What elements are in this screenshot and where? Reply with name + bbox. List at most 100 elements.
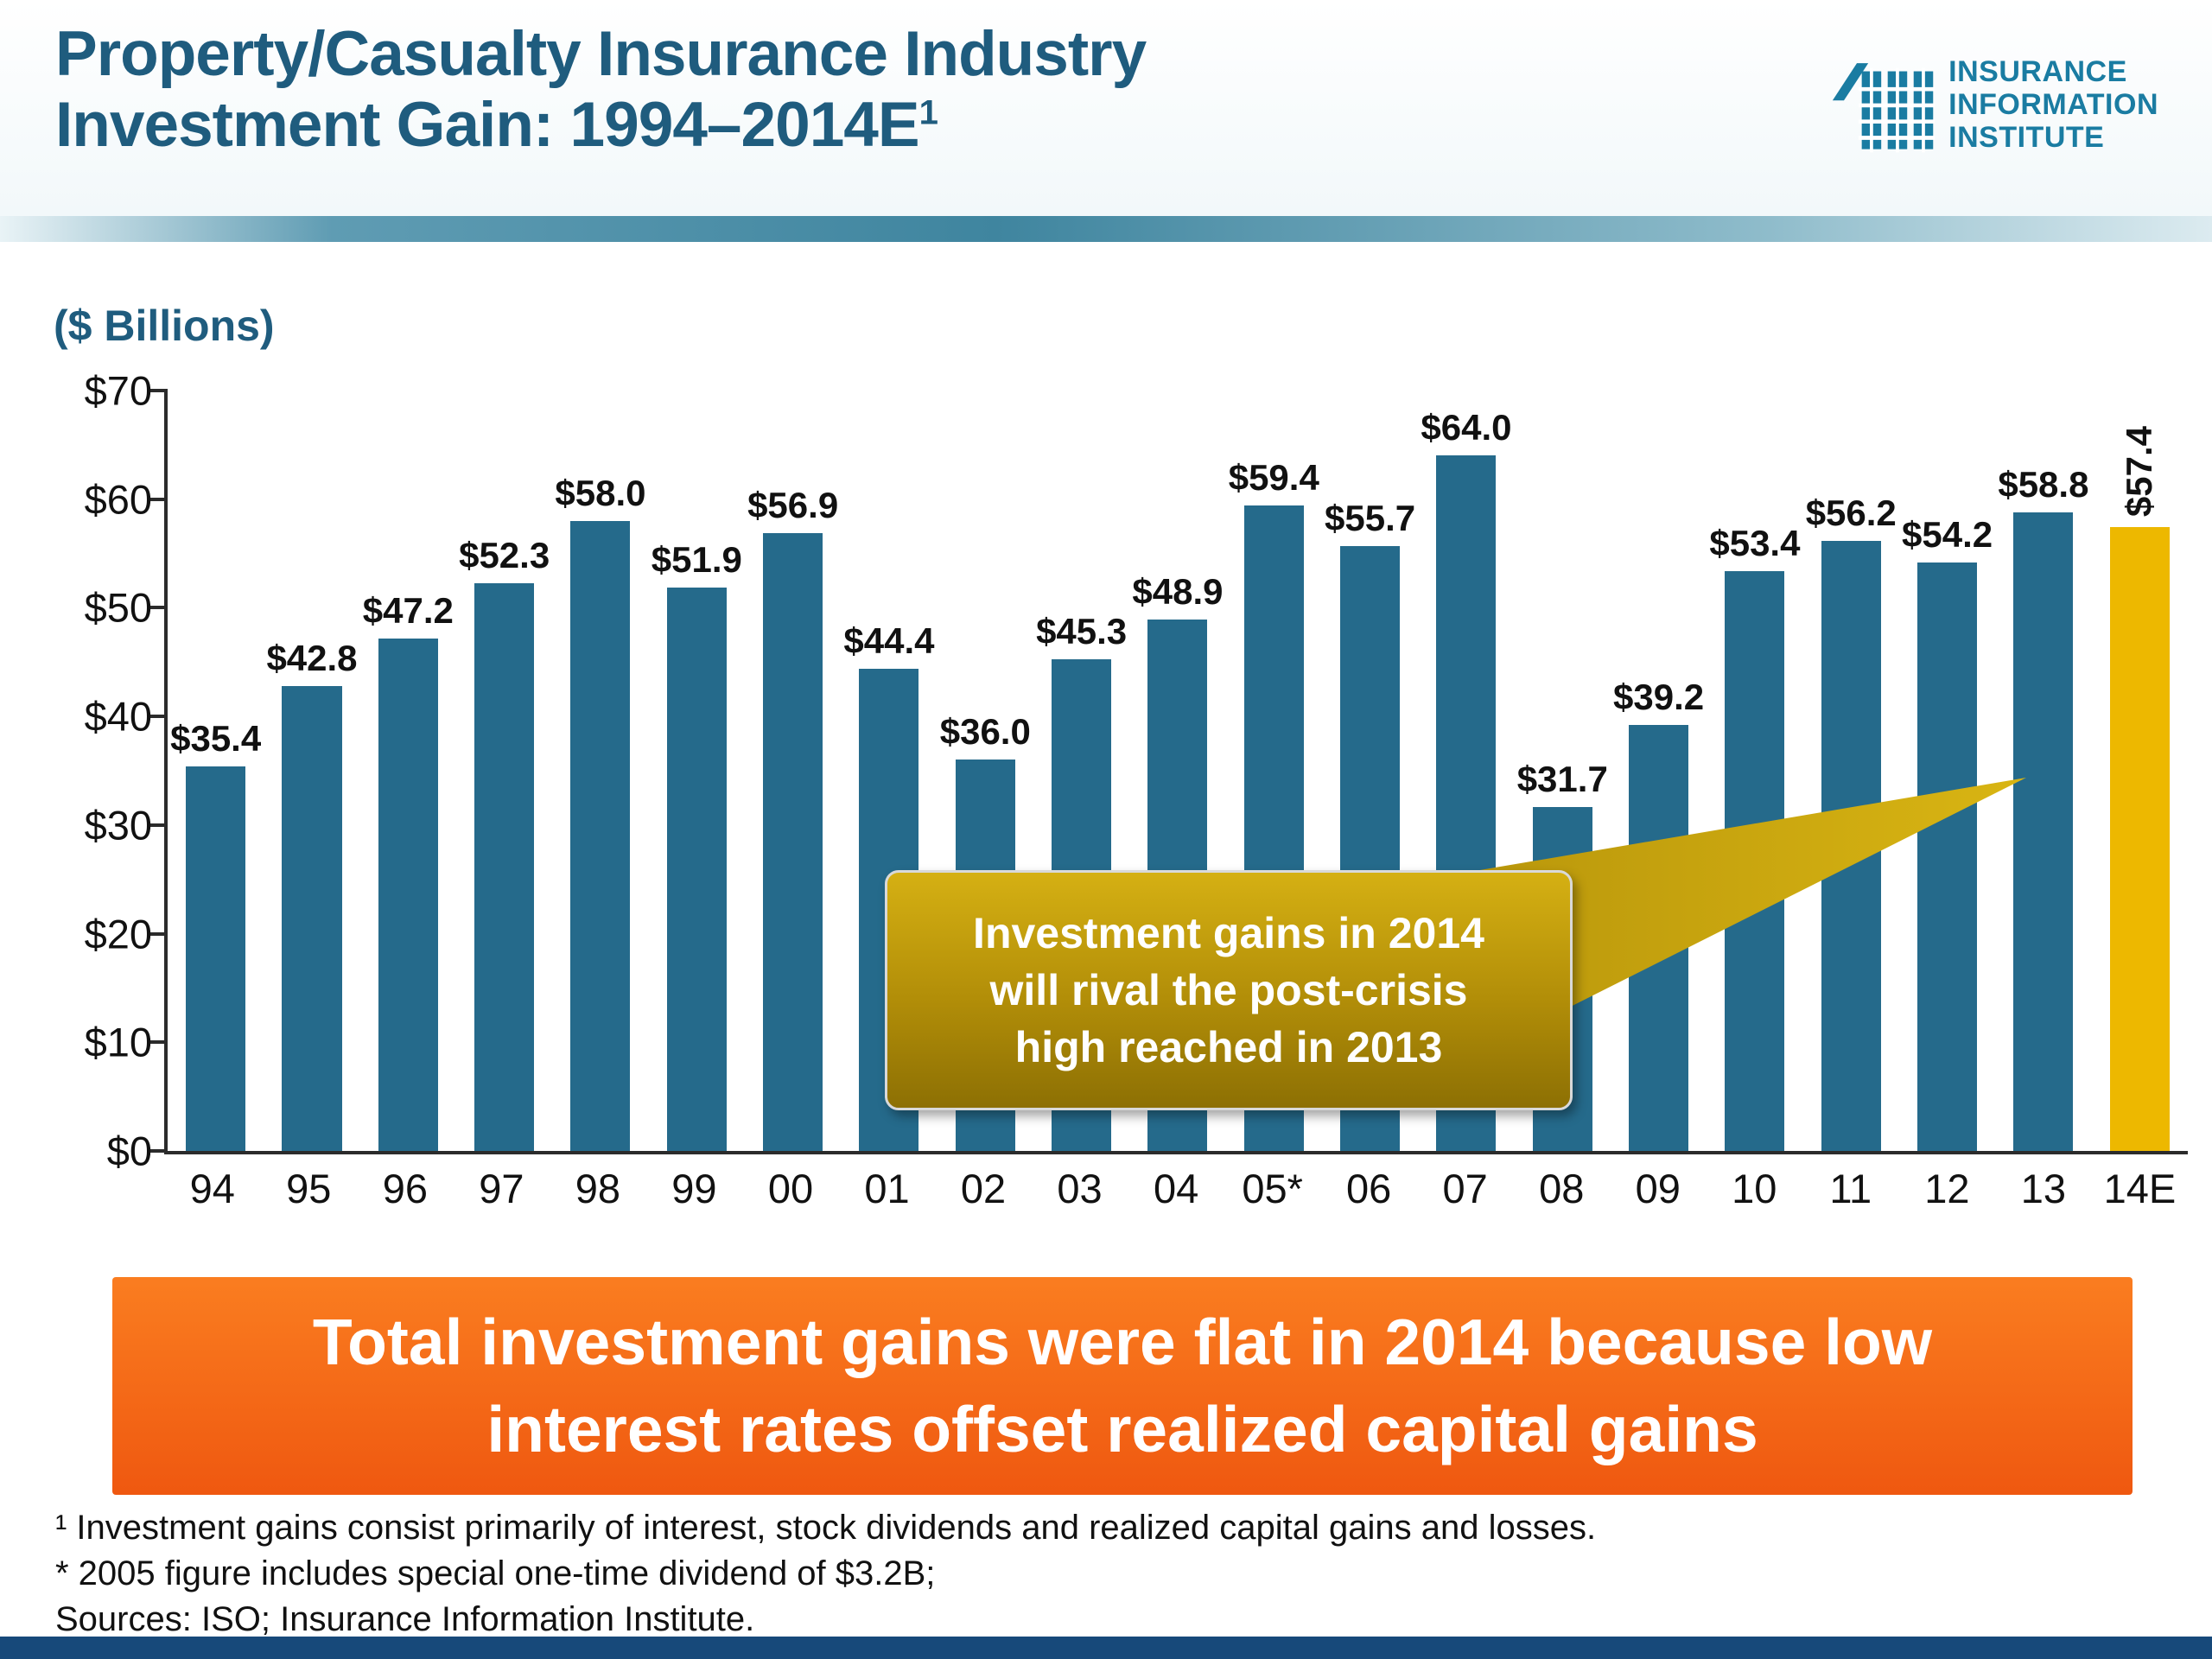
bar-cell: $52.3 [456, 391, 552, 1151]
x-axis-label: 10 [1732, 1166, 1777, 1211]
bar-value-label: $59.4 [1228, 457, 1319, 499]
y-tick [150, 497, 168, 501]
x-axis-label: 14E [2103, 1166, 2177, 1211]
bar [570, 520, 631, 1151]
y-axis-label: $60 [84, 476, 152, 523]
y-axis-label: $50 [84, 584, 152, 631]
bar-value-label: $64.0 [1421, 407, 1512, 448]
header-gradient-band [0, 216, 2212, 242]
bar-value-label: $56.2 [1805, 492, 1897, 533]
x-axis-label: 04 [1153, 1166, 1199, 1211]
x-axis-labels: 94 95 96 97 98 99 00 01 02 03 04 05* 06 07 08 09 10 11 12 1… [164, 1151, 2188, 1212]
banner-line-2: interest rates offset realized capital g… [486, 1393, 1758, 1465]
bar-value-label: $39.2 [1613, 677, 1705, 718]
bar-value-label: $55.7 [1325, 497, 1416, 538]
bar-value-label: $44.4 [843, 620, 935, 661]
bar [186, 766, 246, 1151]
y-axis: $0 $10 $20 $30 $40 $50 $60 $70 [50, 368, 164, 1174]
bar-value-label: $57.4 [2119, 426, 2160, 518]
bar-cell: $54.2 [1899, 391, 1995, 1151]
page-title: Property/Casualty Insurance Industry Inv… [55, 19, 1147, 161]
footnotes: ¹ Investment gains consist primarily of … [55, 1505, 1596, 1642]
logo-text: INSURANCE INFORMATION INSTITUTE [1948, 55, 2158, 154]
bar-cell: $58.0 [552, 391, 648, 1151]
bar [474, 582, 535, 1151]
x-axis-label: 02 [960, 1166, 1007, 1211]
x-axis-label: 97 [479, 1166, 524, 1211]
header: Property/Casualty Insurance Industry Inv… [0, 0, 2212, 216]
x-axis-label: 98 [575, 1166, 621, 1211]
bar-cell: $56.2 [1803, 391, 1899, 1151]
bar [1821, 540, 1881, 1151]
bar-cell: $47.2 [360, 391, 456, 1151]
bar [763, 532, 823, 1151]
bar-value-label: $58.0 [555, 472, 646, 513]
bar-value-label: $53.4 [1709, 522, 1801, 563]
x-axis-label: 94 [189, 1166, 235, 1211]
summary-banner: Total investment gains were flat in 2014… [112, 1277, 2133, 1495]
x-axis-label: 13 [2020, 1166, 2066, 1211]
y-axis-label: $40 [84, 693, 152, 740]
y-tick [150, 1149, 168, 1153]
plot-area: $35.4 $42.8 $47.2 $52.3 $58.0 $51.9 $56.9 $44.4… [150, 389, 2188, 1154]
iii-logo-icon [1833, 63, 1936, 153]
bar-value-label: $45.3 [1036, 610, 1128, 652]
y-axis-label: $30 [84, 802, 152, 849]
bar-cell: $56.9 [745, 391, 841, 1151]
bar-value-label: $54.2 [1902, 513, 1993, 555]
title-line-2: Investment Gain: 1994–2014E1 [55, 89, 938, 160]
footnote-1: ¹ Investment gains consist primarily of … [55, 1509, 1597, 1547]
axis-units-label: ($ Billions) [54, 302, 275, 350]
bar [666, 587, 727, 1151]
bar [1917, 562, 1978, 1151]
bar-value-label: $42.8 [266, 637, 358, 678]
bar-value-label: $58.8 [1998, 463, 2089, 505]
x-axis-label: 09 [1635, 1166, 1681, 1211]
y-tick [150, 389, 168, 392]
bar [1629, 725, 1689, 1151]
bar-cell: $57.4 [2092, 391, 2188, 1151]
x-axis-label: 96 [382, 1166, 428, 1211]
x-axis-label: 08 [1539, 1166, 1585, 1211]
y-axis-label: $20 [84, 911, 152, 957]
logo-text-line-2: INFORMATION [1948, 87, 2158, 121]
logo-text-line-3: INSTITUTE [1948, 121, 2105, 155]
y-tick [150, 931, 168, 936]
bar [1725, 570, 1785, 1151]
footnote-3: Sources: ISO; Insurance Information Inst… [55, 1599, 755, 1638]
x-axis-label: 95 [286, 1166, 332, 1211]
y-axis-label: $0 [106, 1128, 152, 1174]
callout-line-1: Investment gains in 2014 [973, 909, 1484, 957]
bar-value-label: $36.0 [939, 711, 1031, 753]
x-axis-label: 05* [1242, 1166, 1303, 1211]
title-footnote-marker: 1 [918, 92, 938, 132]
x-axis-label: 99 [671, 1166, 717, 1211]
bar-cell: $58.8 [1995, 391, 2091, 1151]
y-axis-label: $10 [84, 1019, 152, 1065]
bar-value-label: $48.9 [1132, 571, 1224, 613]
callout-line-3: high reached in 2013 [1014, 1023, 1443, 1071]
bar-cell: $42.8 [264, 391, 359, 1151]
y-tick [150, 715, 168, 719]
bar-chart: $0 $10 $20 $30 $40 $50 $60 $70 $35.4 $42.8 $47.2 $… [50, 368, 2188, 1212]
bar-value-label: $52.3 [459, 534, 550, 575]
callout-line-2: will rival the post-crisis [989, 966, 1468, 1014]
y-tick [150, 1040, 168, 1045]
y-tick [150, 606, 168, 610]
x-axis-label: 12 [1924, 1166, 1970, 1211]
bar-value-label: $47.2 [362, 589, 454, 631]
x-axis-label: 06 [1346, 1166, 1392, 1211]
x-axis-label: 00 [767, 1166, 814, 1211]
bar-value-label: $56.9 [747, 484, 839, 525]
bar [378, 638, 438, 1151]
x-axis-label: 01 [864, 1166, 910, 1211]
bar-cell: $51.9 [649, 391, 745, 1151]
x-axis-label: 03 [1057, 1166, 1103, 1211]
banner-line-1: Total investment gains were flat in 2014… [312, 1305, 1933, 1378]
bar-cell: $35.4 [168, 391, 264, 1151]
callout-box: Investment gains in 2014 will rival the … [885, 870, 1573, 1110]
y-axis-label: $70 [84, 367, 152, 414]
bar [2013, 512, 2074, 1151]
bar-cell: $53.4 [1707, 391, 1802, 1151]
